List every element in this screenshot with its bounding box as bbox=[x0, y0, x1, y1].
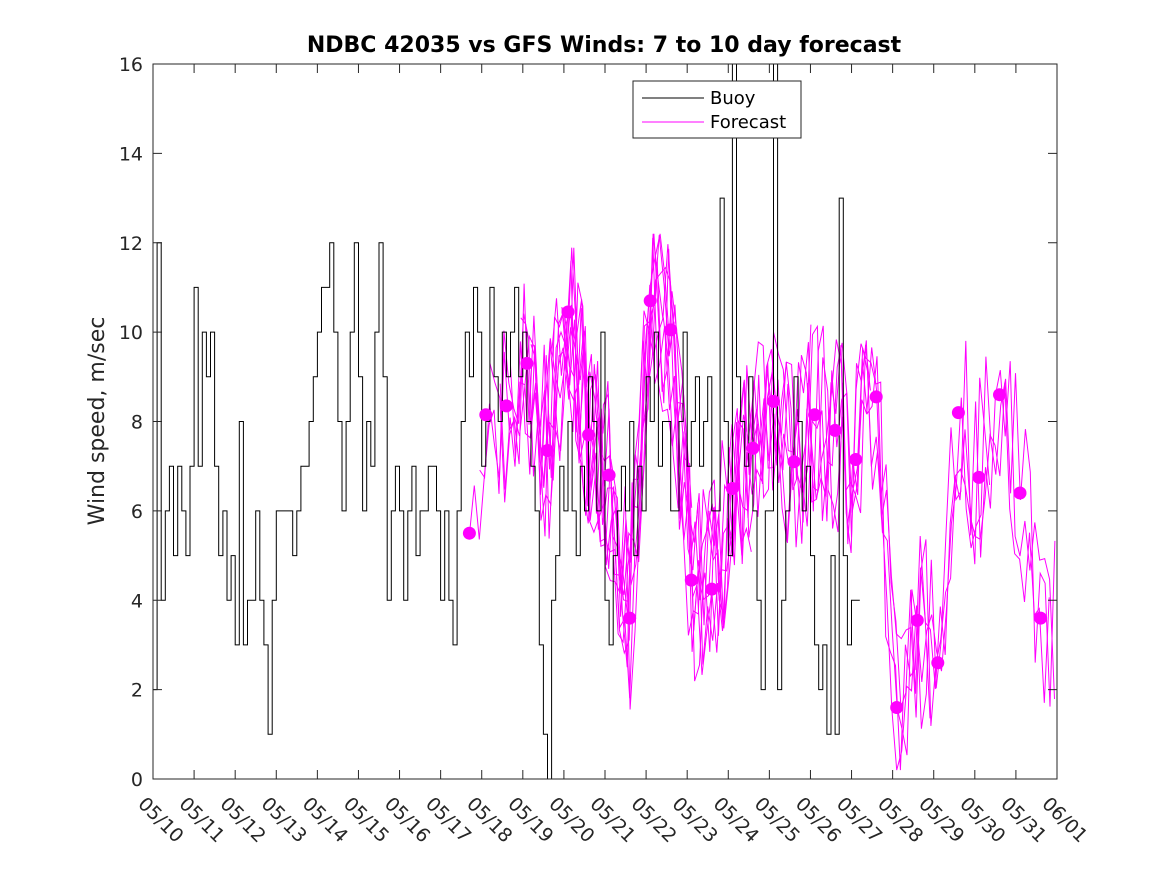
y-tick-label: 6 bbox=[131, 501, 143, 523]
legend-forecast-label: Forecast bbox=[710, 112, 786, 133]
legend: Buoy Forecast bbox=[632, 80, 802, 139]
x-tick-label: 05/29 bbox=[914, 793, 968, 847]
forecast-series-line bbox=[530, 235, 991, 708]
x-tick-label: 05/21 bbox=[585, 793, 639, 847]
chart-title: NDBC 42035 vs GFS Winds: 7 to 10 day for… bbox=[307, 33, 902, 58]
forecast-point bbox=[582, 428, 596, 442]
legend-buoy-label: Buoy bbox=[710, 88, 756, 109]
x-tick-label: 05/16 bbox=[380, 793, 434, 847]
plot-area: 024681012141605/1005/1105/1205/1305/1405… bbox=[119, 54, 1092, 847]
forecast-point bbox=[1013, 486, 1027, 500]
forecast-series-line bbox=[551, 233, 1055, 771]
forecast-point bbox=[849, 453, 863, 466]
x-tick-label: 05/12 bbox=[216, 793, 270, 847]
y-tick-label: 4 bbox=[131, 590, 143, 612]
x-tick-label: 05/17 bbox=[421, 793, 475, 847]
x-tick-label: 05/15 bbox=[339, 793, 393, 847]
forecast-point bbox=[520, 356, 534, 370]
y-tick-label: 2 bbox=[131, 680, 143, 702]
x-tick-label: 06/01 bbox=[1037, 793, 1091, 847]
forecast-point bbox=[479, 408, 493, 422]
forecast-point bbox=[808, 408, 822, 422]
forecast-point bbox=[910, 613, 924, 627]
x-tick-label: 05/20 bbox=[544, 793, 598, 847]
y-tick-label: 10 bbox=[119, 322, 143, 344]
x-tick-label: 05/19 bbox=[503, 793, 557, 847]
forecast-point bbox=[767, 394, 780, 408]
x-tick-label: 05/11 bbox=[175, 793, 229, 847]
forecast-point bbox=[561, 305, 575, 319]
buoy-series-line bbox=[153, 63, 860, 780]
x-tick-label: 05/31 bbox=[996, 793, 1050, 847]
forecast-series-line bbox=[561, 247, 1056, 756]
y-tick-label: 8 bbox=[131, 412, 143, 434]
forecast-point bbox=[746, 441, 760, 455]
y-tick-label: 14 bbox=[119, 143, 143, 165]
forecast-point bbox=[787, 455, 801, 469]
forecast-point bbox=[725, 482, 739, 495]
x-tick-label: 05/23 bbox=[668, 793, 722, 847]
x-tick-label: 05/25 bbox=[750, 793, 804, 847]
forecast-point bbox=[623, 611, 637, 625]
x-tick-label: 05/22 bbox=[627, 793, 681, 847]
forecast-point bbox=[931, 656, 945, 670]
forecast-point bbox=[602, 468, 616, 482]
x-tick-label: 05/10 bbox=[133, 793, 187, 847]
x-tick-label: 05/26 bbox=[791, 793, 845, 847]
forecast-point bbox=[828, 423, 842, 437]
forecast-point bbox=[684, 573, 698, 587]
x-tick-label: 05/13 bbox=[257, 793, 311, 847]
x-tick-label: 05/24 bbox=[709, 793, 763, 847]
forecast-point bbox=[951, 406, 965, 420]
forecast-point bbox=[705, 582, 719, 596]
forecast-point bbox=[643, 294, 657, 308]
forecast-point bbox=[541, 444, 554, 457]
forecast-point bbox=[499, 399, 513, 413]
forecast-point bbox=[993, 388, 1006, 402]
forecast-point bbox=[664, 323, 678, 337]
x-tick-label: 05/18 bbox=[462, 793, 516, 847]
x-tick-label: 05/30 bbox=[955, 793, 1009, 847]
forecast-point bbox=[462, 526, 476, 540]
forecast-point bbox=[890, 701, 904, 714]
y-tick-label: 0 bbox=[131, 769, 143, 791]
y-tick-label: 12 bbox=[119, 233, 143, 255]
forecast-point bbox=[1034, 611, 1048, 625]
y-axis-label: Wind speed, m/sec bbox=[85, 317, 110, 526]
legend-box bbox=[632, 80, 802, 139]
x-tick-label: 05/14 bbox=[298, 793, 352, 847]
forecast-point bbox=[972, 470, 986, 484]
y-tick-label: 16 bbox=[119, 54, 143, 76]
forecast-point bbox=[869, 390, 883, 404]
x-tick-label: 05/27 bbox=[832, 793, 886, 847]
forecast-series-line bbox=[540, 260, 1050, 726]
x-tick-label: 05/28 bbox=[873, 793, 927, 847]
